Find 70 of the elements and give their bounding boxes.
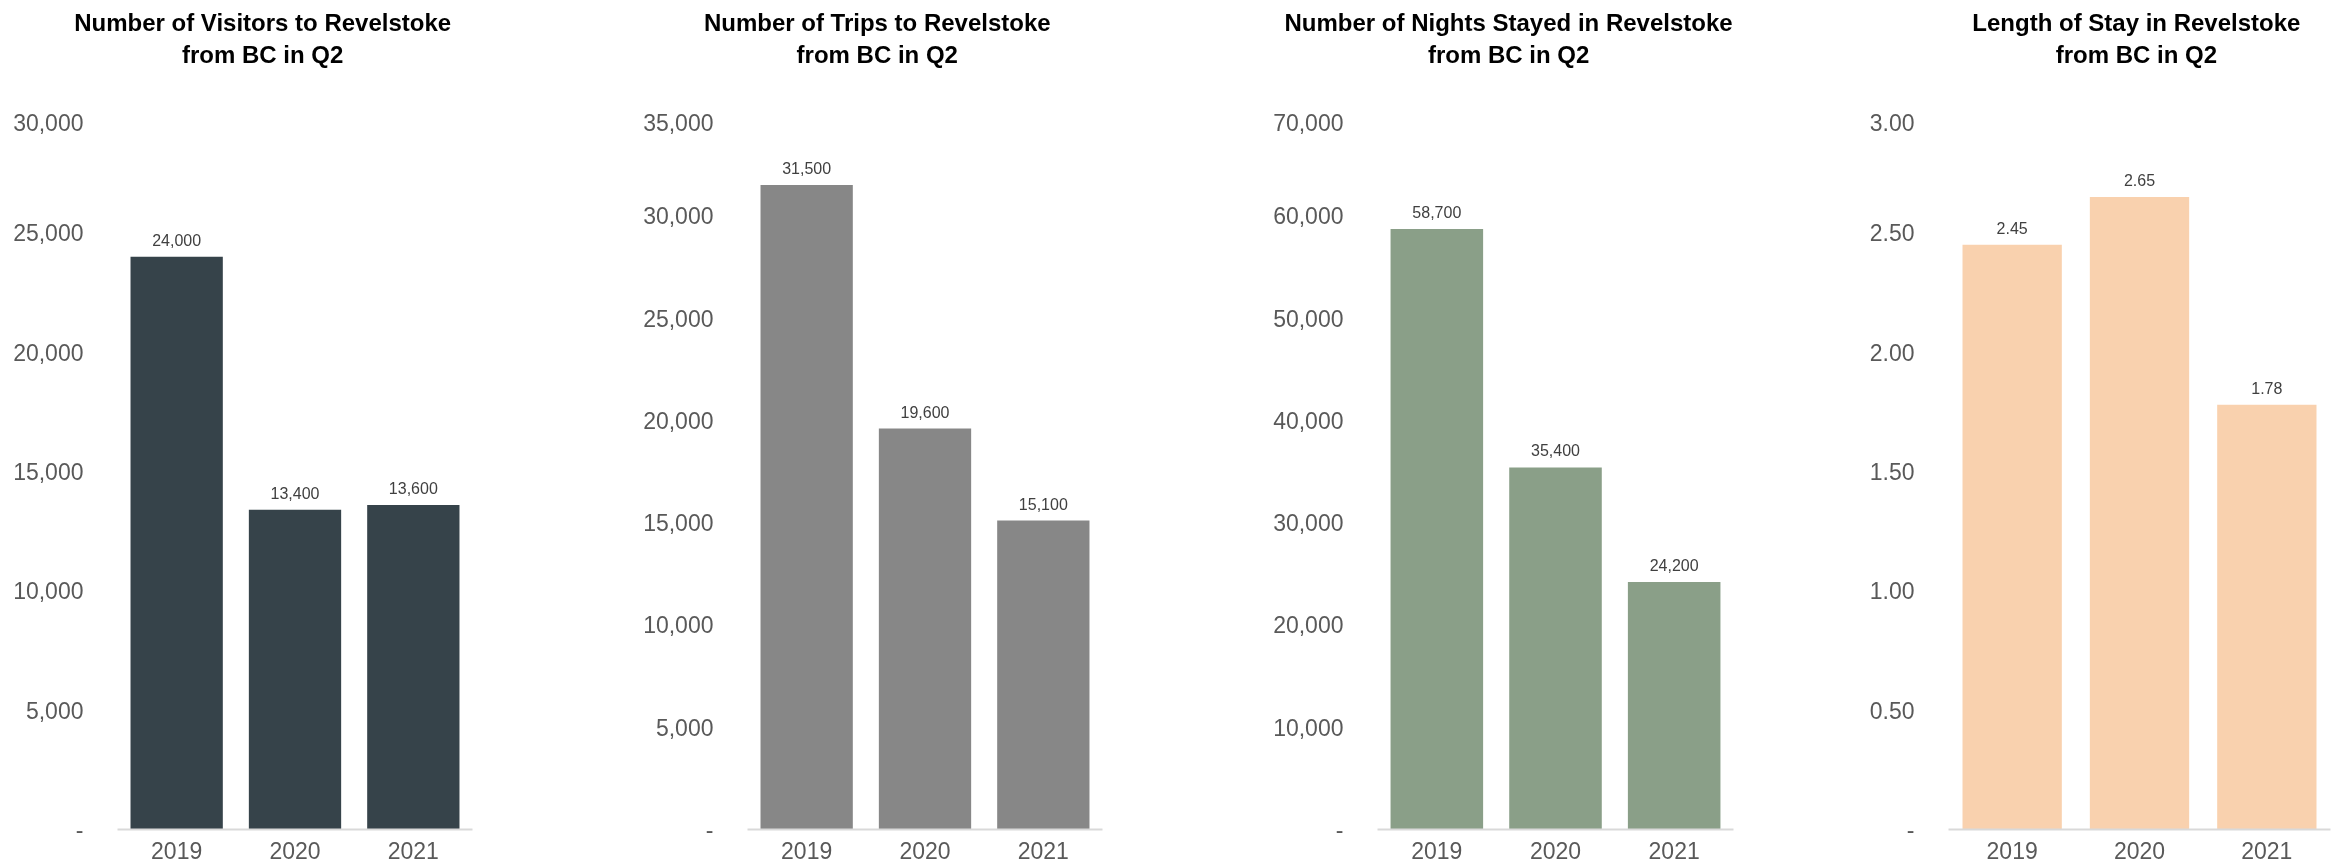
- bar: [130, 256, 223, 830]
- y-tick-label: 20,000: [1273, 612, 1344, 639]
- y-tick-label: 1.00: [1869, 578, 1915, 605]
- y-tick-label: 40,000: [1273, 407, 1344, 434]
- y-tick-label: -: [1335, 817, 1344, 843]
- data-label: 19,600: [900, 403, 950, 421]
- data-label: 24,200: [1649, 556, 1699, 574]
- y-tick-label: 10,000: [13, 578, 84, 605]
- y-tick-label: 30,000: [1273, 510, 1344, 537]
- x-tick-label: 2019: [1411, 837, 1463, 861]
- x-tick-label: 2020: [269, 837, 321, 861]
- x-tick-label: 2019: [1986, 837, 2038, 861]
- y-tick-label: 15,000: [643, 510, 714, 537]
- y-tick-label: 5,000: [25, 697, 84, 724]
- bar: [1962, 244, 2062, 830]
- y-tick-label: 30,000: [643, 203, 714, 230]
- y-tick-label: 50,000: [1273, 305, 1344, 332]
- y-tick-label: 30,000: [13, 109, 84, 136]
- y-tick-label: -: [1906, 817, 1915, 843]
- bar: [997, 520, 1090, 830]
- data-label: 15,100: [1018, 495, 1068, 513]
- y-tick-label: -: [705, 817, 714, 843]
- bar: [367, 504, 460, 830]
- y-tick-label: 1.50: [1869, 459, 1915, 485]
- x-tick-label: 2021: [1017, 837, 1069, 861]
- bar: [2089, 197, 2190, 830]
- y-tick-label: 5,000: [655, 714, 714, 741]
- y-tick-label: 2.50: [1869, 220, 1915, 247]
- x-tick-label: 2019: [781, 837, 833, 861]
- y-tick-label: 0.50: [1869, 697, 1915, 724]
- data-label: 13,400: [270, 484, 320, 502]
- data-label: 2.65: [2123, 172, 2156, 190]
- y-tick-label: 70,000: [1273, 109, 1344, 136]
- x-tick-label: 2021: [387, 837, 439, 861]
- y-tick-label: 2.00: [1869, 339, 1915, 366]
- bar: [878, 428, 972, 830]
- data-label: 2.45: [1996, 219, 2028, 237]
- bar: [1627, 581, 1721, 830]
- chart-title: Number of Visitors to Revelstoke from BC in Q2: [74, 8, 452, 68]
- y-tick-label: 35,000: [643, 109, 714, 136]
- bar: [2217, 404, 2317, 830]
- bar: [760, 185, 853, 830]
- x-tick-label: 2021: [2241, 837, 2293, 861]
- y-tick-label: 3.00: [1869, 109, 1915, 136]
- chart-title: Length of Stay in Revelstoke from BC in Q2: [1972, 8, 2301, 68]
- y-tick-label: 25,000: [13, 220, 84, 247]
- chart-title: Number of Nights Stayed in Revelstoke from BC in Q2: [1284, 8, 1733, 68]
- x-tick-label: 2020: [899, 837, 951, 861]
- data-label: 24,000: [152, 231, 202, 249]
- chart-title: Number of Trips to Revelstoke from BC in Q2: [703, 8, 1051, 68]
- bar: [1509, 467, 1602, 830]
- y-tick-label: 10,000: [1273, 714, 1344, 741]
- data-label: 1.78: [2251, 379, 2283, 397]
- y-tick-label: 25,000: [643, 305, 714, 332]
- x-tick-label: 2019: [151, 837, 203, 861]
- bar: [248, 509, 342, 830]
- data-label: 35,400: [1531, 442, 1581, 460]
- y-tick-label: 15,000: [13, 459, 84, 485]
- x-tick-label: 2021: [1648, 837, 1700, 861]
- data-label: 31,500: [782, 160, 832, 178]
- data-label: 58,700: [1412, 204, 1462, 222]
- data-label: 13,600: [388, 479, 438, 497]
- bar: [1390, 229, 1484, 830]
- y-tick-label: -: [75, 817, 84, 843]
- y-tick-label: 20,000: [643, 407, 714, 434]
- y-tick-label: 10,000: [643, 612, 714, 639]
- y-tick-label: 60,000: [1273, 203, 1344, 230]
- x-tick-label: 2020: [1529, 837, 1582, 861]
- y-tick-label: 20,000: [13, 339, 84, 366]
- x-tick-label: 2020: [2113, 837, 2166, 861]
